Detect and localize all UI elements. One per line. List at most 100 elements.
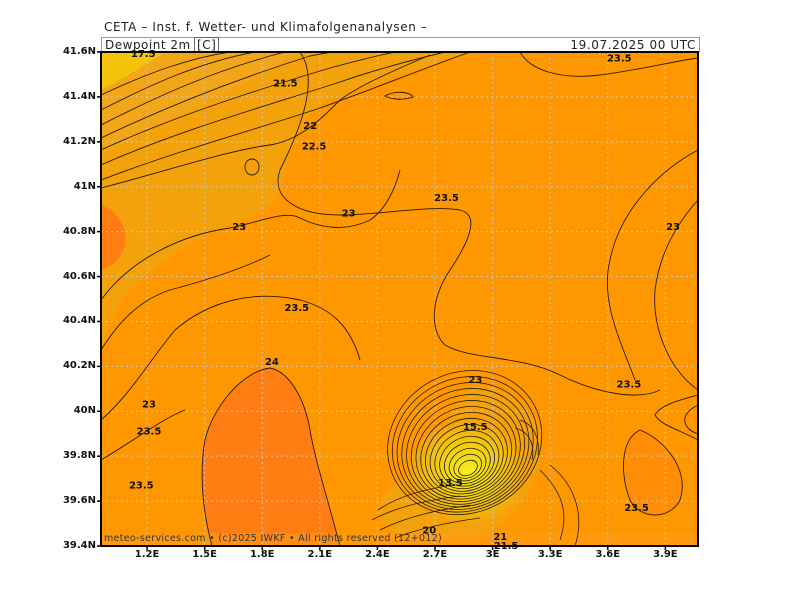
contour-23-5-west — [101, 295, 361, 421]
copyright-footer: meteo-services.com • (c)2025 IWKF • All … — [104, 533, 443, 544]
minimum-outer-contour — [539, 469, 565, 541]
contour-label: 23.5 — [129, 480, 154, 491]
minimum-ring — [410, 400, 521, 503]
contour-label: 23 — [666, 222, 680, 233]
minimum-ring — [387, 370, 543, 516]
lat-tick-label: 39.6N — [62, 495, 96, 507]
field-unit: [C] — [194, 37, 220, 53]
contour-22 — [101, 54, 431, 189]
contour-23-5-east — [654, 199, 698, 391]
contour-label: 23.5 — [284, 303, 309, 314]
lat-tick-label: 41.4N — [62, 90, 96, 102]
contour-label: 23.5 — [617, 379, 642, 390]
minimum-ring — [458, 459, 478, 477]
contour-nw-2 — [101, 52, 256, 111]
contour-label: 13.5 — [438, 478, 463, 489]
contour-nw-7 — [101, 52, 471, 181]
contour-label: 24 — [265, 357, 279, 368]
lon-tick-label: 3.3E — [537, 549, 563, 560]
contour-small-ring — [244, 158, 260, 176]
institute-title: CETA – Inst. f. Wetter- und Klimafolgena… — [104, 20, 428, 34]
minimum-ring — [401, 388, 530, 508]
contour-minimum-rings — [371, 370, 580, 546]
minimum-outer-contour — [519, 419, 539, 456]
lon-tick-label: 3.6E — [595, 549, 621, 560]
contour-label: 23.5 — [434, 193, 459, 204]
lat-tick-label: 39.8N — [62, 450, 96, 462]
field-name: Dewpoint 2m — [105, 38, 191, 52]
lon-tick-label: 2.7E — [422, 549, 448, 560]
minimum-ring — [429, 423, 504, 492]
lon-tick-label: 1.2E — [134, 549, 160, 560]
minimum-ring — [406, 394, 526, 505]
contour-label: 21 — [493, 532, 507, 543]
contour-23-5-central — [277, 52, 661, 396]
lat-tick-label: 40.4N — [62, 315, 96, 327]
contour-23-north — [101, 169, 401, 301]
minimum-ring — [439, 435, 495, 487]
minimum-outer-contour — [514, 427, 534, 461]
minimum-ring — [425, 417, 508, 495]
minimum-ring — [396, 382, 534, 510]
minimum-outer-contour — [379, 504, 471, 531]
minimum-outer-contour — [377, 484, 456, 511]
contour-labels: 17.5 21.5 22 22.5 23.5 23.5 23 23 23 23.5 24 23 23.5… — [129, 49, 680, 552]
minimum-ring — [434, 429, 500, 490]
contour-nw-6 — [101, 52, 446, 166]
contour-23-5-sw — [101, 409, 186, 461]
contour-label: 23.5 — [137, 426, 162, 437]
lat-tick-label: 40.6N — [62, 270, 96, 282]
minimum-ring — [443, 441, 491, 484]
map-header-bar: Dewpoint 2m [C] 19.07.2025 00 UTC — [101, 37, 700, 53]
lat-tick-label: 41.2N — [62, 135, 96, 147]
fill-bottom-strip — [101, 533, 698, 546]
forecast-datetime: 19.07.2025 00 UTC — [570, 38, 696, 52]
contour-label: 17.5 — [131, 49, 156, 60]
field-title: Dewpoint 2m [C] — [105, 37, 220, 53]
minimum-outer-contour — [394, 517, 481, 539]
contour-label: 23 — [232, 222, 246, 233]
lon-tick-label: 1.8E — [249, 549, 275, 560]
contour-label: 21.5 — [273, 78, 298, 89]
minimum-ring — [391, 376, 538, 513]
fill-zone-21-23 — [101, 52, 470, 350]
contour-label: 15.5 — [463, 422, 488, 433]
contour-nw-1 — [101, 52, 231, 96]
lon-tick-label: 2.4E — [365, 549, 390, 560]
contour-24 — [201, 367, 341, 546]
contour-small-ring-2 — [384, 91, 414, 100]
lat-tick-label: 41N — [73, 180, 96, 192]
map-frame — [100, 51, 699, 547]
contour-label: 23 — [342, 209, 356, 220]
minimum-outer-contour — [549, 464, 580, 546]
minimum-ring — [448, 447, 487, 482]
contour-label: 20 — [422, 525, 436, 536]
contour-label: 23.5 — [624, 503, 649, 514]
contour-nw-3 — [101, 52, 286, 126]
axis-ticks — [97, 51, 667, 550]
contour-24-right — [622, 429, 683, 516]
lon-tick-label: 3.9E — [653, 549, 678, 560]
minimum-ring — [420, 411, 513, 497]
lon-tick-label: 3E — [485, 549, 500, 560]
fill-zone-19-21 — [101, 52, 300, 155]
lat-tick-label: 39.4N — [62, 540, 96, 551]
contour-east-edge-2 — [684, 404, 698, 435]
contour-label: 22.5 — [302, 141, 327, 152]
minimum-outer-contour — [371, 495, 461, 521]
lat-tick-label: 40.8N — [62, 225, 96, 237]
contour-label: 23.5 — [607, 54, 632, 65]
lon-tick-label: 2.1E — [307, 549, 333, 560]
contour-lines — [101, 52, 698, 546]
contour-23-5-ne — [519, 52, 698, 77]
minimum-ring — [415, 406, 517, 500]
contour-23-east — [606, 149, 698, 381]
lat-tick-label: 40N — [73, 405, 96, 417]
lon-tick-label: 1.5E — [192, 549, 217, 560]
lat-tick-label: 41.6N — [62, 46, 96, 57]
lat-tick-label: 40.2N — [62, 360, 96, 372]
contour-label: 22 — [303, 121, 317, 132]
contour-east-edge-1 — [654, 394, 698, 441]
minimum-ring — [453, 453, 483, 479]
